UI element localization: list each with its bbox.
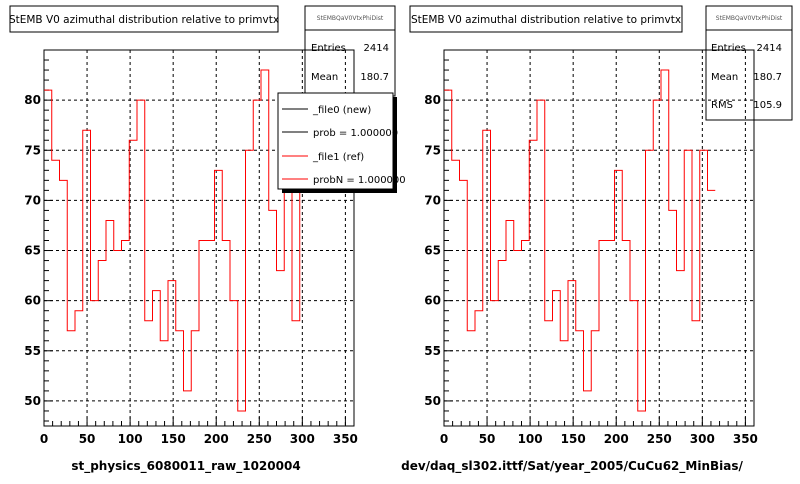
panel-2-stats-label-mean: Mean	[711, 72, 738, 83]
x-tick-label: 50	[479, 432, 496, 446]
x-tick-label: 100	[518, 432, 543, 446]
y-tick-label: 60	[24, 294, 41, 308]
y-tick-label: 75	[424, 143, 441, 157]
panel-1: StEMB V0 azimuthal distribution relative…	[9, 5, 396, 474]
panel-1-stats-value-entries: 2414	[364, 43, 389, 54]
legend-label-probN: probN = 1.000000	[313, 175, 406, 186]
panel-2: StEMB V0 azimuthal distribution relative…	[401, 5, 793, 474]
x-tick-label: 50	[79, 432, 96, 446]
x-tick-label: 350	[333, 432, 358, 446]
x-tick-label: 250	[647, 432, 672, 446]
x-tick-label: 100	[118, 432, 143, 446]
panel-1-title-box	[9, 5, 279, 33]
y-tick-label: 65	[424, 244, 441, 258]
x-tick-label: 150	[161, 432, 186, 446]
x-tick-label: 250	[247, 432, 272, 446]
panel-2-title: StEMB V0 azimuthal distribution relative…	[411, 14, 681, 26]
panel-2-stats-label-rms: RMS	[711, 100, 733, 111]
panel-2-stats-value-mean: 180.7	[753, 72, 782, 83]
panel-1-stats-label-entries: Entries	[311, 43, 346, 54]
y-tick-label: 75	[24, 143, 41, 157]
panel-1-title: StEMB V0 azimuthal distribution relative…	[9, 14, 279, 26]
legend-label-prob: prob = 1.000000	[313, 128, 398, 139]
histogram-series-1	[44, 69, 308, 412]
panel-2-caption: dev/daq_sl302.ittf/Sat/year_2005/CuCu62_…	[401, 459, 743, 474]
x-tick-label: 350	[733, 432, 758, 446]
panel-1-stats-name: StEMBQaV0VtxPhiDist	[317, 15, 384, 22]
x-tick-label: 300	[290, 432, 315, 446]
y-tick-label: 55	[24, 344, 41, 358]
x-tick-label: 150	[561, 432, 586, 446]
legend-label-file0: _file0 (new)	[312, 105, 371, 116]
panel-1-caption: st_physics_6080011_raw_1020004	[71, 459, 300, 474]
panel-1-legend: _file0 (new) prob = 1.000000 _file1 (ref…	[277, 92, 406, 193]
y-tick-label: 70	[24, 193, 41, 207]
y-tick-label: 60	[424, 294, 441, 308]
legend-label-file1: _file1 (ref)	[312, 152, 364, 163]
y-tick-label: 80	[24, 93, 41, 107]
y-tick-label: 50	[24, 394, 41, 408]
panel-2-stats-box	[705, 5, 793, 121]
x-tick-label: 300	[690, 432, 715, 446]
y-tick-label: 65	[24, 244, 41, 258]
y-tick-label: 50	[424, 394, 441, 408]
panel-2-stats-value-entries: 2414	[757, 43, 782, 54]
histogram-series-1	[444, 69, 716, 412]
panel-1-stats-value-mean: 180.7	[360, 72, 389, 83]
panel-2-stats-value-rms: 105.9	[753, 100, 782, 111]
panel-2-stats-label-entries: Entries	[711, 43, 746, 54]
panel-1-stats-label-mean: Mean	[311, 72, 338, 83]
y-tick-label: 70	[424, 193, 441, 207]
y-tick-label: 55	[424, 344, 441, 358]
x-tick-label: 200	[204, 432, 229, 446]
x-tick-label: 0	[40, 432, 48, 446]
panel-2-stats-name: StEMBQaV0VtxPhiDist	[716, 15, 783, 22]
x-tick-label: 0	[440, 432, 448, 446]
x-tick-label: 200	[604, 432, 629, 446]
y-tick-label: 80	[424, 93, 441, 107]
plot-2: 0 50 100 150 200 250 300 350 50 55 60 65 70 75 80	[424, 49, 758, 446]
panel-2-title-box	[409, 5, 683, 33]
